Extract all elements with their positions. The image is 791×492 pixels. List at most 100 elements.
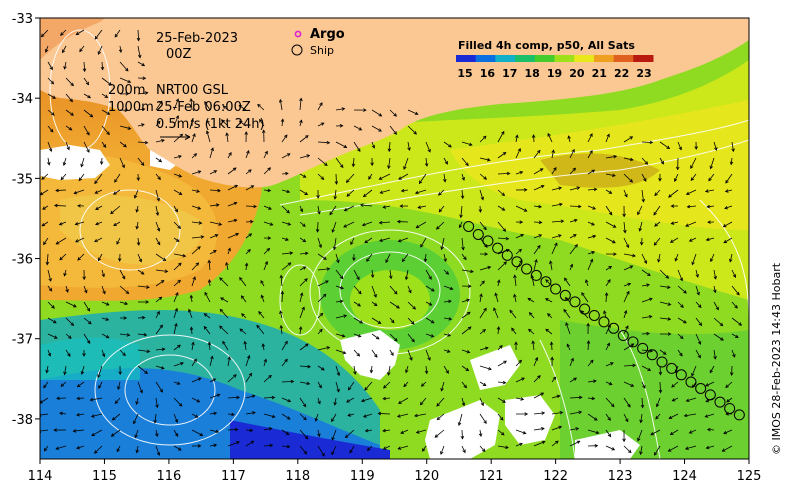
current-arrow (425, 269, 432, 280)
current-arrowhead (570, 357, 574, 362)
current-arrow (443, 317, 452, 320)
current-arrowhead (697, 341, 702, 345)
current-arrow (415, 189, 427, 194)
colorbar-swatch (554, 55, 575, 62)
current-arrowhead (188, 308, 192, 313)
current-arrow (443, 285, 453, 290)
current-arrowhead (155, 212, 160, 217)
current-arrow (227, 219, 237, 223)
current-arrowhead (551, 149, 555, 154)
depth-1000-text: 25-Feb 06:00Z (156, 100, 251, 115)
current-arrowhead (144, 140, 149, 145)
current-arrowhead (67, 353, 71, 357)
current-arrow (497, 261, 507, 271)
current-arrowhead (304, 278, 308, 282)
current-arrow (238, 105, 247, 111)
current-arrow (653, 205, 661, 216)
current-arrowhead (244, 131, 248, 135)
current-arrow (713, 349, 716, 359)
current-arrow (371, 333, 380, 340)
current-arrow (137, 123, 145, 127)
current-arrow (261, 295, 265, 303)
current-arrowhead (383, 384, 387, 389)
current-arrow (44, 445, 49, 452)
current-arrowhead (625, 325, 629, 330)
current-arrowhead (80, 371, 85, 375)
current-arrowhead (462, 449, 466, 454)
current-arrowhead (193, 153, 198, 157)
colorbar-tick-label: 18 (524, 67, 539, 80)
current-arrowhead (408, 289, 412, 294)
current-arrow (497, 360, 507, 367)
current-arrowhead (125, 290, 130, 295)
current-arrow (497, 237, 509, 240)
current-arrowhead (723, 239, 728, 244)
current-arrow (334, 189, 337, 199)
current-arrowhead (45, 369, 49, 374)
current-arrowhead (363, 108, 367, 112)
current-arrowhead (688, 430, 693, 434)
current-arrowhead (126, 333, 131, 337)
current-arrowhead (435, 226, 440, 230)
current-arrowhead (519, 170, 524, 175)
current-arrowhead (627, 449, 632, 454)
current-arrowhead (545, 279, 549, 283)
current-arrow (347, 413, 355, 417)
current-arrow (551, 203, 563, 207)
current-arrow (299, 397, 307, 407)
current-arrowhead (241, 313, 245, 317)
current-arrowhead (446, 349, 451, 353)
current-arrowhead (235, 232, 240, 237)
current-arrowhead (304, 251, 309, 256)
current-arrowhead (193, 358, 197, 363)
current-arrow (706, 237, 715, 241)
current-arrowhead (423, 258, 428, 263)
current-arrowhead (732, 353, 736, 358)
current-arrowhead (729, 258, 733, 263)
current-arrowhead (326, 346, 331, 350)
current-arrow (64, 269, 67, 276)
current-arrowhead (319, 328, 323, 333)
current-arrow (640, 445, 643, 455)
current-arrow (368, 173, 373, 180)
current-arrowhead (51, 305, 55, 309)
current-arrow (191, 153, 197, 159)
current-arrowhead (197, 170, 202, 174)
current-arrowhead (393, 113, 397, 117)
current-arrowhead (632, 363, 637, 368)
current-arrowhead (723, 430, 727, 435)
current-arrowhead (118, 49, 123, 54)
current-arrow (533, 428, 545, 431)
current-arrowhead (73, 190, 78, 195)
current-arrow (263, 444, 273, 447)
current-arrowhead (593, 379, 597, 383)
current-arrowhead (123, 316, 128, 320)
current-arrowhead (390, 352, 394, 357)
current-arrowhead (581, 292, 585, 296)
current-arrow (59, 221, 67, 226)
current-arrowhead (56, 396, 60, 401)
current-arrowhead (325, 280, 329, 284)
current-arrow (329, 205, 337, 215)
current-arrowhead (261, 343, 266, 347)
current-arrow (641, 189, 644, 202)
current-arrowhead (683, 320, 687, 324)
current-arrowhead (724, 189, 729, 193)
current-arrowhead (434, 434, 439, 438)
current-arrowhead (720, 337, 724, 341)
current-arrow (731, 333, 739, 338)
current-arrowhead (90, 414, 95, 418)
current-arrowhead (324, 162, 328, 166)
current-arrow (497, 345, 503, 351)
current-arrow (346, 397, 355, 403)
current-arrowhead (366, 258, 370, 262)
current-arrow (137, 365, 148, 374)
current-arrowhead (239, 276, 243, 281)
current-arrowhead (174, 307, 178, 312)
current-arrowhead (174, 433, 179, 437)
current-arrowhead (267, 188, 272, 193)
current-arrowhead (326, 140, 331, 145)
current-arrowhead (640, 404, 645, 409)
y-tick-label: -38 (12, 413, 33, 428)
current-arrow (227, 248, 231, 255)
